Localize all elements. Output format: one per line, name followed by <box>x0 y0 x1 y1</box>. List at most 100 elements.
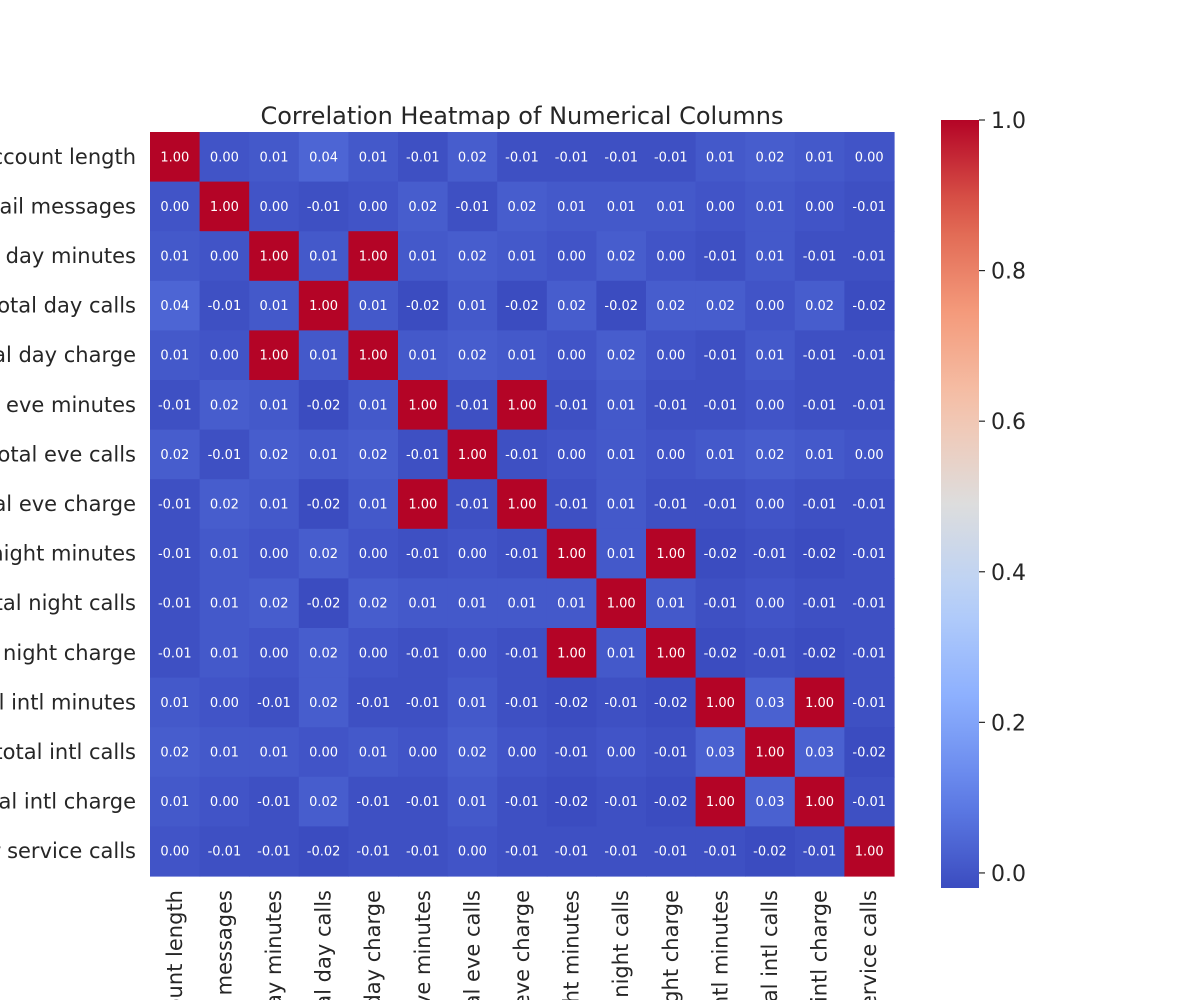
cell-value-label: 0.00 <box>656 250 685 265</box>
heatmap-cell-r11-c14 <box>844 677 895 728</box>
cell-value-label: -0.01 <box>753 646 787 661</box>
row-tick-label: r service calls <box>0 839 136 863</box>
cell-value-label: -0.01 <box>803 250 837 265</box>
cell-value-label: 1.00 <box>656 646 685 661</box>
cell-value-label: -0.01 <box>704 398 738 413</box>
heatmap-cell-r8-c14 <box>844 528 895 579</box>
heatmap-cell-r7-c10 <box>646 479 697 530</box>
cell-value-label: 0.02 <box>706 299 735 314</box>
column-tick-label: ay minutes <box>262 890 286 1000</box>
cell-value-label: -0.02 <box>604 299 638 314</box>
heatmap-cell-r14-c8 <box>546 826 597 877</box>
cell-value-label: 1.00 <box>557 646 586 661</box>
cell-value-label: -0.01 <box>704 498 738 513</box>
cell-value-label: 0.00 <box>260 547 289 562</box>
heatmap-cell-r6-c9 <box>596 429 647 480</box>
cell-value-label: 0.00 <box>210 250 239 265</box>
cell-value-label: 0.01 <box>508 349 537 364</box>
cell-value-label: 0.01 <box>260 398 289 413</box>
heatmap-cell-r10-c14 <box>844 628 895 679</box>
heatmap-cell-r12-c4 <box>348 727 399 778</box>
cell-value-label: 0.01 <box>309 250 338 265</box>
cell-value-label: 0.01 <box>260 150 289 165</box>
row-tick-label: l day minutes <box>0 244 136 268</box>
cell-value-label: 1.00 <box>408 498 437 513</box>
cell-value-label: 1.00 <box>260 250 289 265</box>
cell-value-label: 0.00 <box>309 746 338 761</box>
cell-value-label: 0.01 <box>408 597 437 612</box>
cell-value-label: -0.02 <box>307 398 341 413</box>
cell-value-label: -0.01 <box>803 597 837 612</box>
heatmap-cell-r0-c9 <box>596 132 647 183</box>
heatmap-cell-r10-c6 <box>447 628 498 679</box>
heatmap-cell-r4-c7 <box>497 330 548 381</box>
heatmap-cell-r11-c10 <box>646 677 697 728</box>
column-tick-label: ount length <box>163 890 187 1000</box>
heatmap-cell-r4-c3 <box>298 330 349 381</box>
cell-value-label: 0.02 <box>508 200 537 215</box>
cell-value-label: 0.02 <box>160 448 189 463</box>
cell-value-label: 1.00 <box>359 349 388 364</box>
colorbar-gradient <box>941 120 979 888</box>
heatmap-cell-r10-c12 <box>745 628 796 679</box>
heatmap-cell-r13-c3 <box>298 776 349 827</box>
heatmap-cell-r8-c5 <box>398 528 449 579</box>
heatmap-cell-r12-c0 <box>150 727 201 778</box>
cell-value-label: -0.01 <box>604 150 638 165</box>
heatmap-cell-r12-c3 <box>298 727 349 778</box>
heatmap-cell-r9-c5 <box>398 578 449 629</box>
heatmap-cell-r7-c8 <box>546 479 597 530</box>
heatmap-cell-r11-c4 <box>348 677 399 728</box>
heatmap-cell-r14-c11 <box>695 826 746 877</box>
heatmap-cell-r6-c11 <box>695 429 746 480</box>
cell-value-label: -0.01 <box>406 646 440 661</box>
heatmap-cell-r12-c7 <box>497 727 548 778</box>
cell-value-label: -0.02 <box>704 646 738 661</box>
column-tick-label: intl charge <box>808 890 832 1000</box>
cell-value-label: -0.01 <box>654 398 688 413</box>
colorbar-tick-label: 0.2 <box>991 711 1026 736</box>
heatmap-cell-r11-c13 <box>794 677 845 728</box>
heatmap-cell-r4-c4 <box>348 330 399 381</box>
heatmap-cell-r7-c7 <box>497 479 548 530</box>
heatmap-cell-r6-c4 <box>348 429 399 480</box>
cell-value-label: -0.01 <box>356 795 390 810</box>
cell-value-label: -0.02 <box>704 547 738 562</box>
cell-value-label: -0.01 <box>158 398 192 413</box>
heatmap-cells <box>150 132 895 877</box>
cell-value-label: -0.02 <box>803 547 837 562</box>
heatmap-cell-r9-c3 <box>298 578 349 629</box>
cell-value-label: 0.00 <box>160 845 189 860</box>
heatmap-cell-r6-c8 <box>546 429 597 480</box>
cell-value-label: 0.01 <box>458 696 487 711</box>
cell-value-label: 1.00 <box>656 547 685 562</box>
column-tick-label: tal intl calls <box>758 890 782 1000</box>
heatmap-cell-r1-c12 <box>745 181 796 232</box>
heatmap-cell-r13-c5 <box>398 776 449 827</box>
heatmap-cell-r13-c14 <box>844 776 895 827</box>
cell-value-label: 0.01 <box>408 349 437 364</box>
cell-value-label: 0.02 <box>309 795 338 810</box>
cell-value-label: 0.00 <box>408 746 437 761</box>
heatmap-cell-r10-c2 <box>249 628 300 679</box>
heatmap-cell-r11-c0 <box>150 677 201 728</box>
cell-value-label: 0.01 <box>210 646 239 661</box>
cell-value-label: -0.01 <box>803 498 837 513</box>
heatmap-cell-r13-c9 <box>596 776 647 827</box>
column-tick-labels: ount length messages ay minutes al day call… <box>163 890 881 1000</box>
heatmap-cell-r2-c7 <box>497 231 548 282</box>
heatmap-cell-r7-c0 <box>150 479 201 530</box>
cell-value-label: 0.01 <box>359 299 388 314</box>
cell-value-label: 0.02 <box>805 299 834 314</box>
cell-value-label: 0.02 <box>557 299 586 314</box>
heatmap-cell-r7-c6 <box>447 479 498 530</box>
heatmap-cell-r2-c1 <box>199 231 250 282</box>
heatmap-cell-r2-c9 <box>596 231 647 282</box>
cell-value-label: 0.00 <box>458 646 487 661</box>
heatmap-cell-r2-c8 <box>546 231 597 282</box>
heatmap-cell-r1-c14 <box>844 181 895 232</box>
heatmap-cell-r0-c8 <box>546 132 597 183</box>
cell-value-label: -0.01 <box>704 250 738 265</box>
cell-value-label: 0.02 <box>309 547 338 562</box>
cell-value-label: 0.03 <box>706 746 735 761</box>
